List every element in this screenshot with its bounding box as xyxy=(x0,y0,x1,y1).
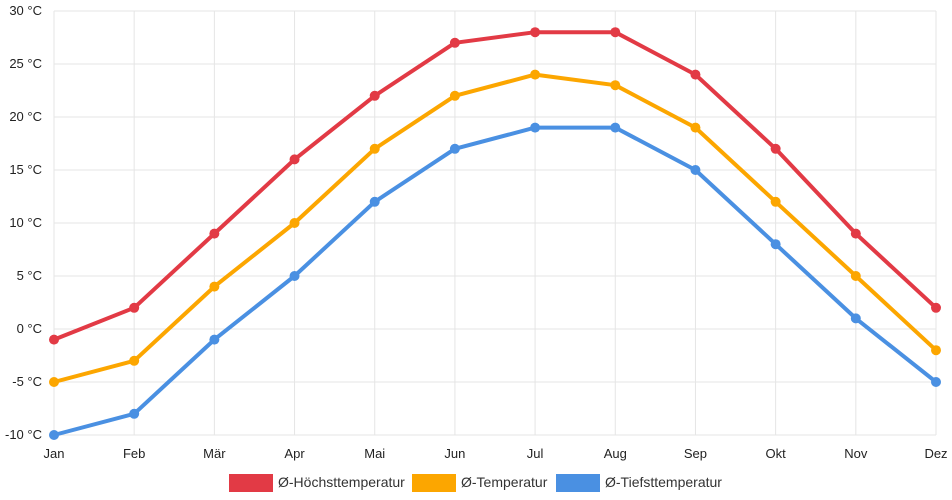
data-point[interactable] xyxy=(931,302,941,313)
data-point[interactable] xyxy=(610,27,621,38)
legend-swatch xyxy=(229,474,273,492)
y-tick-label: -10 °C xyxy=(5,427,42,442)
y-axis: -10 °C -5 °C 0 °C 5 °C 10 °C 15 °C 20 °C 25 °C 3… xyxy=(5,3,42,442)
data-point[interactable] xyxy=(49,430,59,440)
series-0 xyxy=(49,27,941,345)
y-tick-label: 30 °C xyxy=(9,3,42,18)
data-point[interactable] xyxy=(690,165,701,175)
x-axis: Jan Feb Mär Apr Mai Jun Jul Aug Sep Okt Nov Dez xyxy=(44,446,948,461)
x-tick-label: Jun xyxy=(444,446,465,461)
data-point[interactable] xyxy=(530,27,541,38)
legend-swatch xyxy=(412,474,456,492)
legend-swatch xyxy=(556,474,600,492)
series-line xyxy=(52,30,938,342)
x-tick-label: Okt xyxy=(766,446,787,461)
data-point[interactable] xyxy=(209,281,220,292)
legend-label: Ø-Tiefsttemperatur xyxy=(605,474,722,490)
x-tick-label: Dez xyxy=(924,446,947,461)
legend-item[interactable]: Ø-Temperatur xyxy=(412,474,548,492)
y-tick-label: 25 °C xyxy=(9,56,42,71)
series-line xyxy=(52,125,938,437)
data-point[interactable] xyxy=(610,122,621,133)
x-tick-label: Aug xyxy=(604,446,627,461)
x-tick-label: Feb xyxy=(123,446,145,461)
series-2 xyxy=(49,122,941,440)
data-point[interactable] xyxy=(690,69,701,80)
x-tick-label: Jul xyxy=(527,446,544,461)
data-point[interactable] xyxy=(369,90,380,101)
data-point[interactable] xyxy=(770,239,781,250)
data-point[interactable] xyxy=(369,196,380,207)
legend-label: Ø-Höchsttemperatur xyxy=(278,474,405,490)
data-point[interactable] xyxy=(770,143,781,154)
data-point[interactable] xyxy=(610,80,621,91)
data-point[interactable] xyxy=(530,122,541,133)
data-point[interactable] xyxy=(850,271,861,281)
data-point[interactable] xyxy=(289,271,300,281)
legend: Ø-Höchsttemperatur Ø-Temperatur Ø-Tiefstte… xyxy=(229,474,722,492)
x-tick-label: Mär xyxy=(203,446,226,461)
data-point[interactable] xyxy=(129,302,140,313)
data-point[interactable] xyxy=(289,218,300,228)
legend-item[interactable]: Ø-Höchsttemperatur xyxy=(229,474,405,492)
data-point[interactable] xyxy=(690,122,701,133)
data-point[interactable] xyxy=(449,90,460,101)
data-point[interactable] xyxy=(49,377,59,387)
y-tick-label: 10 °C xyxy=(9,215,42,230)
legend-item[interactable]: Ø-Tiefsttemperatur xyxy=(556,474,722,492)
data-point[interactable] xyxy=(770,196,781,207)
data-point[interactable] xyxy=(49,334,59,345)
y-tick-label: -5 °C xyxy=(12,374,42,389)
data-point[interactable] xyxy=(369,143,380,154)
data-point[interactable] xyxy=(129,355,140,366)
y-tick-label: 15 °C xyxy=(9,162,42,177)
series-line xyxy=(52,72,938,384)
data-point[interactable] xyxy=(530,69,541,80)
x-tick-label: Nov xyxy=(844,446,868,461)
data-point[interactable] xyxy=(449,143,460,154)
y-tick-label: 0 °C xyxy=(17,321,42,336)
data-point[interactable] xyxy=(209,228,220,239)
data-point[interactable] xyxy=(289,154,300,165)
data-point[interactable] xyxy=(850,228,861,239)
y-tick-label: 20 °C xyxy=(9,109,42,124)
x-tick-label: Apr xyxy=(284,446,305,461)
series-1 xyxy=(49,69,941,387)
data-point[interactable] xyxy=(209,334,220,345)
data-point[interactable] xyxy=(931,377,941,387)
data-point[interactable] xyxy=(449,37,460,48)
data-point[interactable] xyxy=(850,313,861,324)
legend-label: Ø-Temperatur xyxy=(461,474,548,490)
x-tick-label: Sep xyxy=(684,446,707,461)
x-tick-label: Jan xyxy=(44,446,65,461)
data-point[interactable] xyxy=(931,345,941,356)
data-point[interactable] xyxy=(129,408,140,419)
series-group xyxy=(49,27,941,440)
x-tick-label: Mai xyxy=(364,446,385,461)
grid-lines xyxy=(53,10,937,436)
y-tick-label: 5 °C xyxy=(17,268,42,283)
